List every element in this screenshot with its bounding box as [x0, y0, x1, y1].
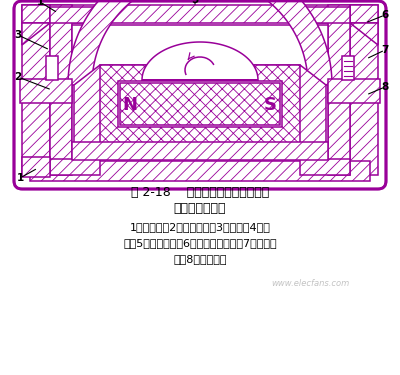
- Text: www.elecfans.com: www.elecfans.com: [271, 279, 349, 288]
- Text: 7: 7: [381, 45, 389, 55]
- Polygon shape: [350, 23, 378, 45]
- Bar: [72, 25, 328, 145]
- Bar: [22, 157, 50, 177]
- Bar: [30, 161, 370, 181]
- Polygon shape: [74, 65, 180, 143]
- Polygon shape: [220, 65, 326, 143]
- Bar: [120, 83, 280, 125]
- Bar: [350, 5, 378, 175]
- Bar: [300, 159, 350, 175]
- Polygon shape: [350, 5, 378, 23]
- Text: 6: 6: [381, 10, 389, 20]
- Bar: [342, 56, 354, 80]
- Polygon shape: [142, 42, 258, 80]
- Text: 1: 1: [16, 173, 24, 183]
- Bar: [46, 56, 58, 80]
- Bar: [30, 5, 370, 23]
- Text: 极；5－定子铁心；6－非导磁联接环；7－路场绕: 极；5－定子铁心；6－非导磁联接环；7－路场绕: [123, 238, 277, 248]
- Bar: [100, 65, 300, 143]
- Bar: [50, 159, 100, 175]
- Text: 1: 1: [36, 0, 44, 7]
- Text: N: N: [122, 96, 138, 114]
- Bar: [328, 5, 350, 175]
- Text: 5: 5: [191, 0, 199, 5]
- Bar: [300, 7, 350, 23]
- Text: 1－转子轴；2－磁轭托架；3－端盖；4－爪: 1－转子轴；2－磁轭托架；3－端盖；4－爪: [130, 222, 270, 232]
- Text: 图 2-18    爪极式无刷交流发电机的: 图 2-18 爪极式无刷交流发电机的: [131, 186, 269, 198]
- Bar: [20, 79, 72, 103]
- Text: 结构原理及磁路: 结构原理及磁路: [174, 202, 226, 216]
- Bar: [50, 7, 100, 23]
- Bar: [22, 5, 50, 175]
- FancyBboxPatch shape: [14, 1, 386, 189]
- Bar: [50, 5, 72, 175]
- Text: 8: 8: [381, 82, 389, 92]
- Text: S: S: [264, 96, 276, 114]
- Polygon shape: [68, 0, 332, 85]
- Polygon shape: [22, 5, 50, 23]
- Text: 组；8－转子磁轭: 组；8－转子磁轭: [173, 254, 227, 264]
- Bar: [328, 79, 380, 103]
- Text: 2: 2: [14, 72, 22, 82]
- Bar: [118, 81, 282, 127]
- Text: 3: 3: [14, 30, 22, 40]
- Bar: [72, 142, 328, 160]
- Polygon shape: [22, 23, 50, 45]
